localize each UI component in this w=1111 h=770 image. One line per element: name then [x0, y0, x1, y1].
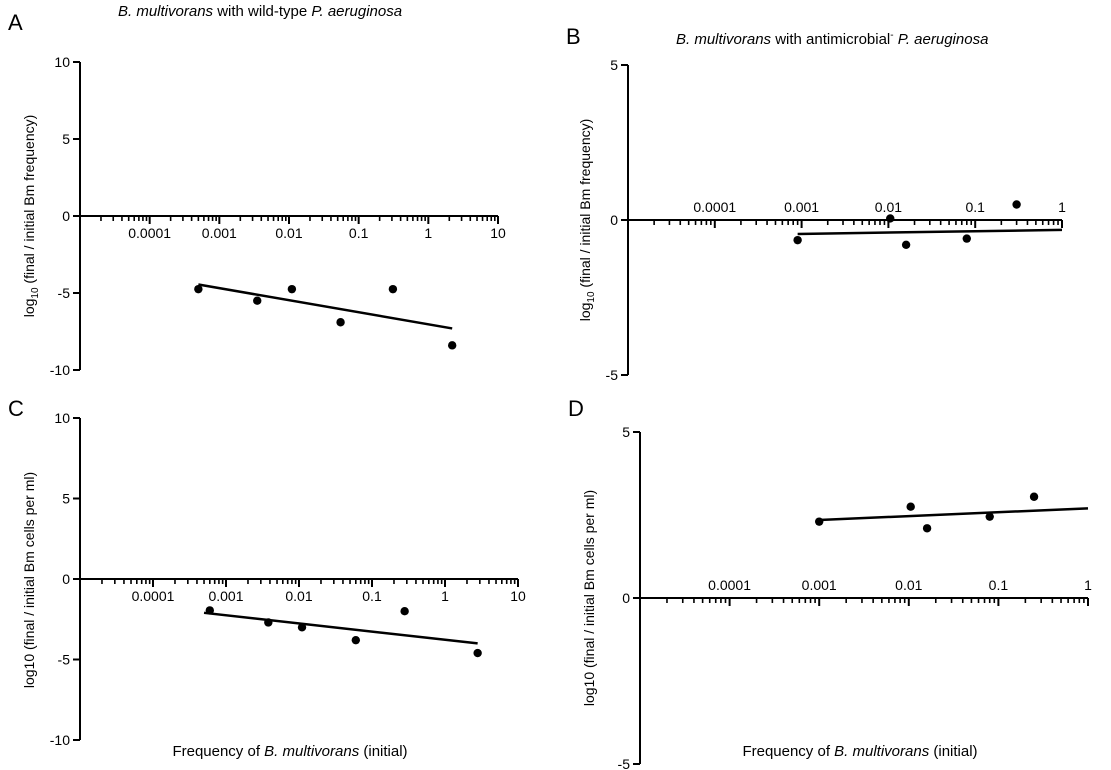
data-point	[336, 318, 345, 327]
y-tick-label: -5	[58, 285, 71, 301]
x-tick-label: 0.0001	[708, 577, 751, 593]
data-point	[205, 606, 215, 615]
data-point	[815, 517, 824, 526]
x-tick-label: 10	[490, 225, 506, 241]
y-tick-label: 0	[610, 212, 618, 228]
x-tick-label: 0.0001	[693, 199, 736, 215]
x-axis-label: Frequency of B. multivorans (initial)	[172, 743, 407, 760]
data-point	[793, 235, 802, 245]
y-axis-label: log10 (final / initial Bm cells per ml)	[21, 472, 37, 688]
chart-title: B. multivorans with antimicrobial- P. ae…	[676, 30, 988, 48]
regression-line	[819, 507, 1089, 522]
regression-line	[198, 283, 453, 330]
y-tick-label: 10	[54, 410, 70, 426]
panel-letter: A	[8, 10, 23, 35]
data-point	[297, 623, 307, 632]
panel-b: B B. multivorans with antimicrobial- P. a…	[566, 24, 1066, 383]
chart-title: B. multivorans with wild-type P. aerugin…	[118, 3, 402, 20]
y-tick-label: -10	[50, 362, 70, 378]
x-tick-label: 0.1	[349, 225, 369, 241]
panel-c: C 10 5 0 -5 -10 0.0001 0.001 0.01 0.1 1 10 log10 (fi…	[8, 396, 526, 760]
data-point	[1029, 492, 1039, 501]
data-point	[886, 214, 895, 223]
x-tick-label: 1	[1084, 577, 1092, 593]
x-tick-label: 0.001	[208, 588, 243, 604]
data-point	[287, 284, 297, 294]
x-tick-label: 0.001	[784, 199, 819, 215]
x-tick-label: 0.0001	[128, 225, 171, 241]
y-tick-label: 0	[62, 208, 70, 224]
y-tick-label: 5	[622, 424, 630, 440]
data-point	[447, 341, 457, 350]
data-point	[473, 648, 482, 658]
x-tick-label: 10	[510, 588, 526, 604]
x-tick-label: 0.01	[895, 577, 922, 593]
x-tick-label: 0.01	[875, 199, 902, 215]
data-point	[985, 512, 994, 521]
x-tick-label: 1	[441, 588, 449, 604]
y-tick-label: 5	[62, 131, 70, 147]
regression-line	[203, 611, 478, 645]
x-tick-label: 1	[1058, 199, 1066, 215]
data-point	[400, 607, 409, 616]
y-tick-label: -10	[50, 732, 70, 748]
data-point	[194, 284, 203, 294]
x-tick-label: 0.1	[362, 588, 382, 604]
data-point	[388, 284, 398, 294]
x-tick-label: 0.0001	[132, 588, 175, 604]
y-axis-label: log10 (final / initial Bm frequency)	[21, 115, 41, 318]
x-tick-label: 1	[424, 225, 432, 241]
panel-a: A B. multivorans with wild-type P. aerugi…	[8, 3, 506, 378]
panel-letter: C	[8, 396, 24, 421]
y-axis-label: log10 (final / initial Bm frequency)	[577, 119, 597, 322]
panel-letter: B	[566, 24, 581, 49]
y-tick-label: 0	[62, 571, 70, 587]
x-tick-label: 0.01	[285, 588, 312, 604]
y-axis-label: log10 (final / initial Bm cells per ml)	[581, 490, 597, 706]
data-point	[253, 296, 262, 305]
y-tick-label: -5	[606, 367, 619, 383]
y-tick-label: 10	[54, 54, 70, 70]
x-tick-label: 0.001	[802, 577, 837, 593]
x-tick-label: 0.1	[965, 199, 985, 215]
y-tick-label: 5	[610, 57, 618, 73]
regression-line	[797, 228, 1063, 236]
data-point	[922, 524, 932, 533]
x-tick-label: 0.01	[275, 225, 302, 241]
data-point	[901, 240, 911, 249]
data-point	[264, 618, 273, 627]
y-tick-label: -5	[618, 756, 631, 770]
y-tick-label: 0	[622, 590, 630, 606]
x-axis-label: Frequency of B. multivorans (initial)	[742, 743, 977, 760]
x-tick-label: 0.1	[989, 577, 1009, 593]
panel-letter: D	[568, 396, 584, 421]
y-tick-label: -5	[58, 652, 71, 668]
data-point	[962, 234, 971, 243]
y-tick-label: 5	[62, 491, 70, 507]
data-point	[1012, 200, 1021, 209]
x-tick-label: 0.001	[202, 225, 237, 241]
panel-d: D 5 0 -5 0.0001 0.001 0.01 0.1 1 log10 (final / i…	[568, 396, 1092, 770]
data-point	[906, 502, 915, 511]
data-point	[351, 635, 361, 645]
